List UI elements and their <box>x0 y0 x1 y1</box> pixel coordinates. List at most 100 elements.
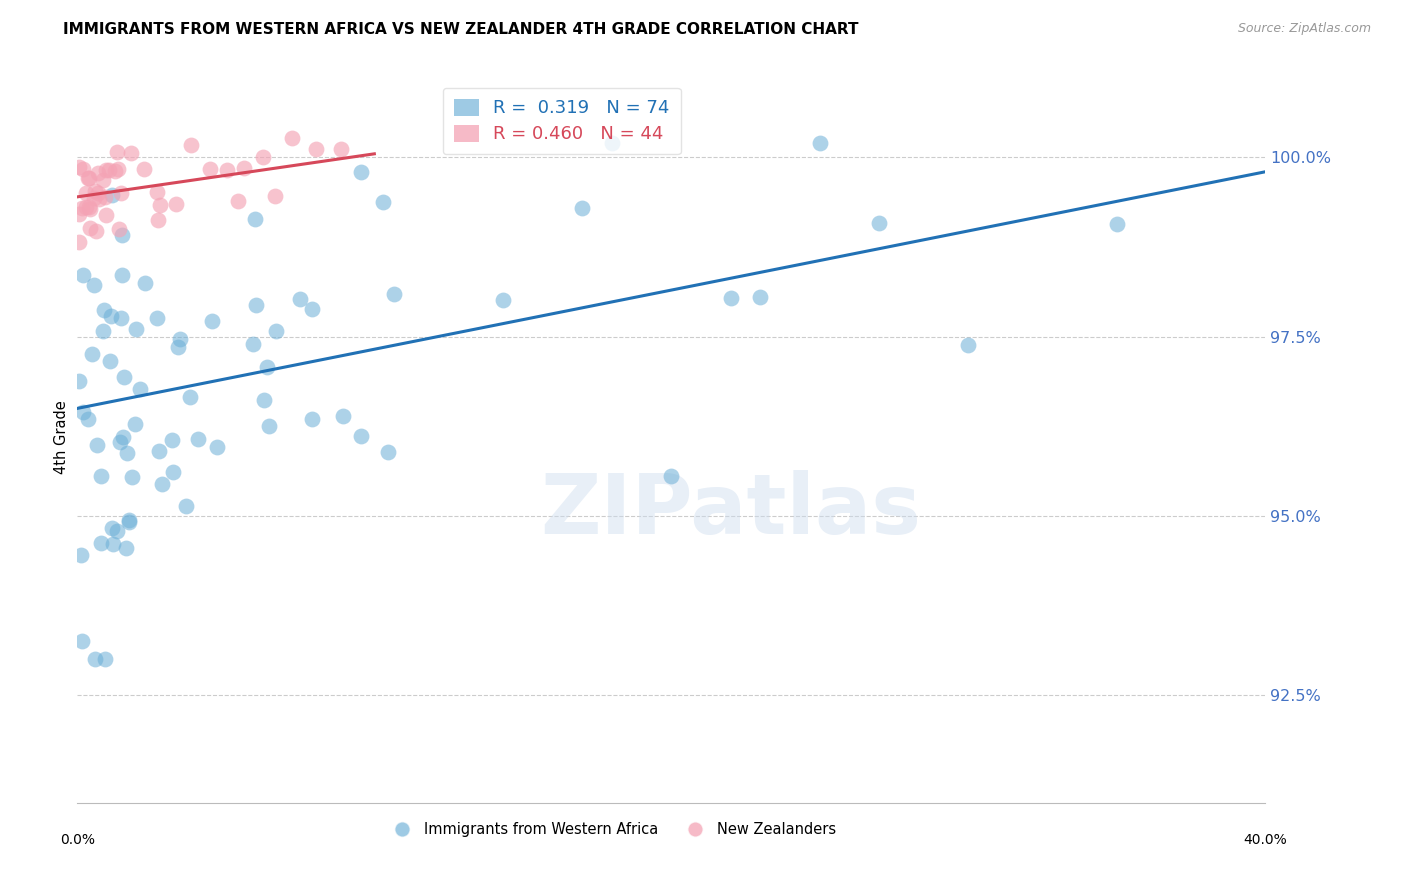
Point <box>134 276 156 290</box>
Point <box>67 235 90 249</box>
Point <box>111 227 134 242</box>
Point <box>91 173 114 187</box>
Point <box>162 465 184 479</box>
Point <box>174 499 197 513</box>
Point <box>201 314 224 328</box>
Point <box>100 309 122 323</box>
Y-axis label: 4th Grade: 4th Grade <box>53 401 69 474</box>
Point <box>661 469 683 483</box>
Point <box>121 470 143 484</box>
Point <box>72 268 94 283</box>
Point <box>720 291 742 305</box>
Point <box>108 222 131 236</box>
Point <box>120 146 142 161</box>
Point <box>288 292 311 306</box>
Point <box>350 428 373 442</box>
Point <box>87 166 110 180</box>
Point <box>301 302 323 317</box>
Point <box>91 324 114 338</box>
Point <box>72 162 94 177</box>
Point <box>165 197 187 211</box>
Point <box>124 417 146 432</box>
Point <box>868 216 890 230</box>
Point <box>70 201 93 215</box>
Point <box>257 418 280 433</box>
Point <box>111 430 134 444</box>
Point <box>101 188 124 202</box>
Point <box>382 286 405 301</box>
Point <box>83 278 105 293</box>
Point <box>492 293 515 307</box>
Point <box>330 142 353 156</box>
Point <box>118 516 141 530</box>
Point <box>72 405 94 419</box>
Point <box>110 186 132 201</box>
Point <box>304 142 326 156</box>
Point <box>187 433 209 447</box>
Point <box>377 445 399 459</box>
Point <box>160 433 183 447</box>
Point <box>77 171 100 186</box>
Point <box>114 541 136 555</box>
Point <box>98 354 121 368</box>
Point <box>150 476 173 491</box>
Point <box>146 186 169 200</box>
Point <box>87 186 110 201</box>
Point <box>118 512 141 526</box>
Point <box>98 162 121 177</box>
Point <box>252 150 274 164</box>
Point <box>90 536 112 550</box>
Point <box>1105 217 1128 231</box>
Point <box>112 370 135 384</box>
Point <box>83 184 105 198</box>
Point <box>149 198 172 212</box>
Point <box>166 341 188 355</box>
Point <box>169 332 191 346</box>
Point <box>90 468 112 483</box>
Point <box>79 202 101 216</box>
Point <box>600 136 623 150</box>
Point <box>332 409 354 424</box>
Point <box>82 346 104 360</box>
Point <box>301 412 323 426</box>
Point <box>86 224 108 238</box>
Point <box>281 131 304 145</box>
Point <box>179 390 201 404</box>
Point <box>105 145 128 160</box>
Point <box>957 338 980 352</box>
Text: 40.0%: 40.0% <box>1243 833 1288 847</box>
Point <box>350 165 373 179</box>
Point <box>200 161 222 176</box>
Point <box>256 359 278 374</box>
Point <box>371 194 394 209</box>
Point <box>72 633 94 648</box>
Point <box>110 311 132 326</box>
Point <box>84 652 107 666</box>
Point <box>129 382 152 396</box>
Point <box>104 164 127 178</box>
Point <box>146 213 169 227</box>
Point <box>67 374 90 388</box>
Point <box>749 290 772 304</box>
Point <box>117 446 139 460</box>
Point <box>233 161 256 175</box>
Point <box>77 171 100 186</box>
Point <box>107 161 129 176</box>
Point <box>83 190 105 204</box>
Point <box>75 186 97 200</box>
Text: Source: ZipAtlas.com: Source: ZipAtlas.com <box>1237 22 1371 36</box>
Point <box>77 412 100 426</box>
Text: ZIPatlas: ZIPatlas <box>540 470 921 550</box>
Point <box>205 440 228 454</box>
Point <box>148 444 170 458</box>
Point <box>94 163 117 178</box>
Point <box>67 207 90 221</box>
Point <box>100 521 122 535</box>
Point <box>245 298 267 312</box>
Point <box>571 201 593 215</box>
Point <box>242 336 264 351</box>
Text: 0.0%: 0.0% <box>60 833 94 847</box>
Point <box>264 324 287 338</box>
Point <box>75 201 97 215</box>
Point <box>77 200 100 214</box>
